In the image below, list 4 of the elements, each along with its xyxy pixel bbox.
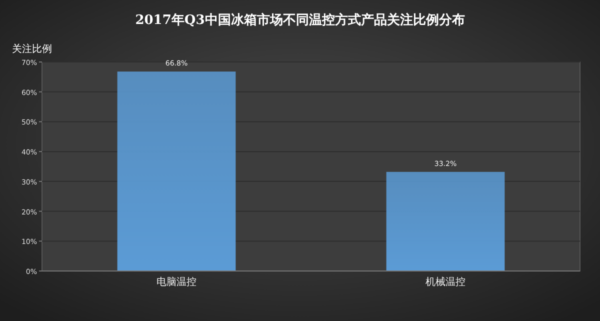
x-tick-label: 电脑温控 (156, 276, 196, 288)
y-axis-title: 关注比例 (12, 43, 52, 55)
x-tick-label: 机械温控 (426, 276, 466, 288)
chart-title: 2017年Q3中国冰箱市场不同温控方式产品关注比例分布 (135, 12, 465, 28)
